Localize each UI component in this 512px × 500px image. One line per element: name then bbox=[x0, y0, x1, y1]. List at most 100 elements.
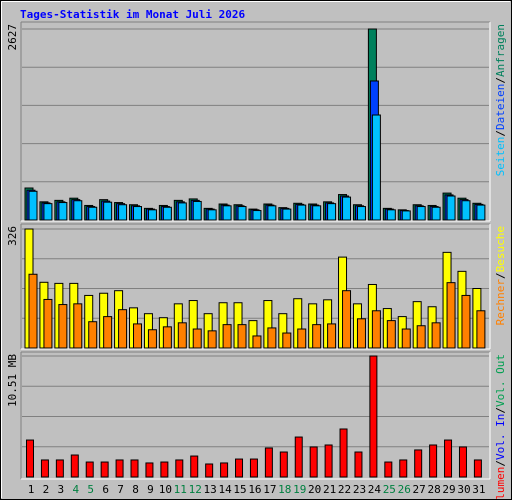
x-tick-label: 1 bbox=[28, 483, 35, 496]
x-tick-label: 30 bbox=[457, 483, 470, 496]
bar bbox=[446, 195, 456, 221]
bar bbox=[473, 459, 482, 478]
bar bbox=[327, 203, 337, 221]
legend-entry: Besuche bbox=[494, 226, 507, 272]
bar bbox=[339, 428, 348, 478]
x-tick-label: 13 bbox=[204, 483, 217, 496]
x-tick-label: 10 bbox=[159, 483, 172, 496]
bar bbox=[264, 447, 273, 478]
bar bbox=[249, 458, 258, 478]
bar bbox=[446, 282, 456, 349]
bar bbox=[252, 335, 262, 349]
legend-entry: Vol. In bbox=[494, 414, 507, 460]
bar bbox=[354, 451, 363, 478]
bar bbox=[133, 206, 143, 221]
bar bbox=[40, 459, 49, 478]
bar bbox=[177, 202, 187, 221]
bar bbox=[192, 200, 202, 221]
bar bbox=[147, 329, 157, 349]
bar bbox=[118, 204, 128, 221]
bar bbox=[324, 444, 333, 478]
legend-entry: Volumen bbox=[494, 467, 507, 500]
bar bbox=[476, 310, 486, 349]
legend-separator: / bbox=[494, 77, 507, 84]
legend-separator: / bbox=[494, 407, 507, 414]
bar bbox=[371, 114, 381, 221]
x-tick-label: 3 bbox=[58, 483, 65, 496]
legend: Rechner/Besuche bbox=[494, 226, 507, 325]
x-tick-label: 28 bbox=[427, 483, 440, 496]
bar bbox=[115, 459, 124, 478]
x-tick-label: 7 bbox=[117, 483, 124, 496]
bar bbox=[431, 206, 441, 221]
bar bbox=[386, 320, 396, 349]
x-tick-label: 6 bbox=[102, 483, 109, 496]
x-tick-label: 5 bbox=[87, 483, 94, 496]
bar bbox=[162, 326, 172, 349]
x-tick-label: 24 bbox=[368, 483, 382, 496]
bar bbox=[147, 209, 157, 221]
bar bbox=[399, 459, 408, 478]
bar bbox=[282, 332, 292, 349]
legend-entry: Dateien bbox=[494, 84, 507, 130]
bar bbox=[58, 202, 68, 221]
bar bbox=[309, 446, 318, 478]
bar bbox=[43, 298, 53, 349]
x-tick-label: 31 bbox=[472, 483, 485, 496]
bar bbox=[384, 461, 393, 478]
bar bbox=[43, 203, 53, 221]
bar bbox=[133, 323, 143, 349]
bar bbox=[461, 294, 471, 349]
bar bbox=[55, 459, 64, 478]
bar bbox=[416, 325, 426, 349]
bar bbox=[145, 462, 154, 478]
bar bbox=[429, 444, 438, 478]
bar bbox=[476, 204, 486, 221]
bar bbox=[414, 449, 423, 478]
bar bbox=[162, 206, 172, 221]
x-tick-label: 26 bbox=[398, 483, 411, 496]
bar bbox=[294, 436, 303, 478]
bar bbox=[401, 328, 411, 349]
bar bbox=[73, 200, 83, 221]
bar bbox=[401, 210, 411, 221]
bar bbox=[103, 201, 113, 221]
chart-title: Tages-Statistik im Monat Juli 2026 bbox=[20, 8, 246, 21]
legend: Volumen/Vol. In/Vol. Out bbox=[494, 354, 507, 500]
bar bbox=[103, 316, 113, 349]
x-tick-label: 18 bbox=[278, 483, 291, 496]
x-tick-label: 17 bbox=[263, 483, 276, 496]
x-tick-label: 14 bbox=[218, 483, 232, 496]
x-tick-label: 21 bbox=[323, 483, 336, 496]
legend-entry: Vol. Out bbox=[494, 354, 507, 407]
x-tick-label: 27 bbox=[413, 483, 426, 496]
bar bbox=[371, 310, 381, 349]
legend-entry: Anfragen bbox=[494, 24, 507, 77]
bar bbox=[192, 328, 202, 349]
bar bbox=[88, 321, 98, 349]
bar bbox=[267, 205, 277, 221]
x-tick-label: 29 bbox=[442, 483, 455, 496]
x-tick-label: 16 bbox=[248, 483, 261, 496]
bar bbox=[267, 327, 277, 349]
bar bbox=[461, 200, 471, 221]
bar bbox=[312, 324, 322, 349]
bar bbox=[297, 328, 307, 349]
bar bbox=[28, 190, 38, 221]
bar bbox=[28, 273, 38, 349]
y-tick-label: 2627 bbox=[6, 24, 19, 51]
bar bbox=[327, 323, 337, 349]
bar bbox=[356, 318, 366, 349]
bar bbox=[220, 462, 229, 478]
x-tick-label: 4 bbox=[72, 483, 79, 496]
bar bbox=[235, 458, 244, 478]
x-tick-label: 22 bbox=[338, 483, 351, 496]
bar bbox=[70, 454, 79, 478]
bar bbox=[85, 461, 94, 478]
bar bbox=[207, 330, 217, 349]
bar bbox=[342, 290, 352, 349]
panel bbox=[21, 352, 490, 479]
bar bbox=[342, 196, 352, 221]
bar bbox=[297, 204, 307, 221]
